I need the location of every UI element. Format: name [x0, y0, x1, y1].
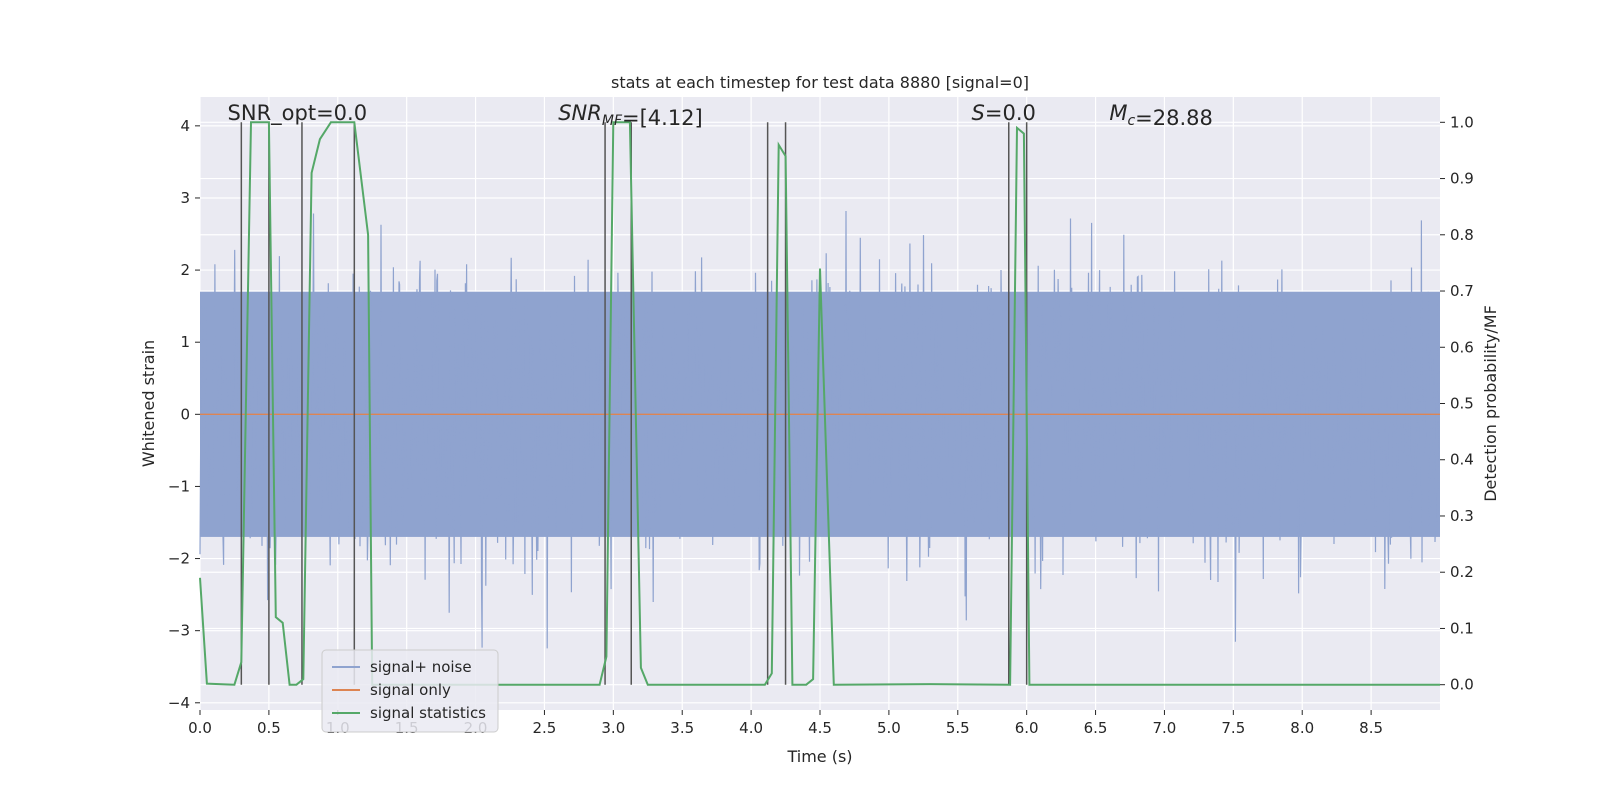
y2-tick-label: 0.1 [1450, 619, 1474, 637]
x-tick-label: 6.5 [1084, 719, 1108, 737]
legend-box [321, 649, 499, 733]
y2-axis-label: Detection probability/MF [1481, 305, 1500, 502]
x-tick-label: 3.5 [670, 719, 694, 737]
annotation-part: SNR_opt=0.0 [228, 101, 368, 126]
annotation-part: MF [602, 113, 623, 129]
x-tick-label: 7.5 [1221, 719, 1245, 737]
annotations: SNR_opt=0.0 SNRMF=[4.12] S=0.0 Mc=28.88 [228, 101, 1213, 130]
annotation-snr-mf: SNRMF=[4.12] [558, 101, 703, 130]
y2-tick-label: 0.6 [1450, 338, 1474, 356]
y-tick-label: 0 [180, 405, 190, 423]
annotation-part: c [1127, 113, 1135, 129]
x-tick-label: 5.5 [946, 719, 970, 737]
y2-tick-label: 0.0 [1450, 676, 1474, 694]
x-tick-label: 4.5 [808, 719, 832, 737]
y-tick-label: −2 [168, 550, 190, 568]
y2-tick-label: 0.2 [1450, 563, 1474, 581]
y-axis-label: Whitened strain [139, 340, 158, 467]
x-tick-label: 0.0 [188, 719, 212, 737]
annotation-part: SNR [558, 101, 602, 125]
x-tick-label: 7.0 [1153, 719, 1177, 737]
annotation-snr-opt: SNR_opt=0.0 [228, 101, 368, 126]
noise-trace [199, 210, 1440, 649]
y2-tick-label: 0.9 [1450, 170, 1474, 188]
x-axis-label: Time (s) [786, 747, 852, 766]
legend-label: signal+ noise [370, 658, 472, 676]
x-tick-label: 6.0 [1015, 719, 1039, 737]
x-tick-label: 8.0 [1290, 719, 1314, 737]
y-tick-label: 1 [180, 333, 190, 351]
annotation-part: S [972, 101, 985, 125]
x-tick-label: 4.0 [739, 719, 763, 737]
annotation-part: M [1109, 101, 1127, 125]
x-tick-label: 5.0 [877, 719, 901, 737]
y-tick-label: −1 [168, 477, 190, 495]
annotation-part: =0.0 [985, 101, 1036, 125]
x-tick-label: 0.5 [257, 719, 281, 737]
y2-tick-label: 0.4 [1450, 451, 1474, 469]
y-tick-label: −3 [168, 622, 190, 640]
y-tick-label: 2 [180, 261, 190, 279]
y-tick-label: 3 [180, 189, 190, 207]
y-tick-label: −4 [168, 694, 190, 712]
annotation-part: =[4.12] [622, 106, 703, 130]
annotation-s-value: S=0.0 [972, 101, 1036, 125]
signal-statistics-series [199, 121, 1440, 686]
x-tick-label: 3.0 [601, 719, 625, 737]
signal-statistics-line [199, 121, 1440, 686]
y2-tick-label: 0.8 [1450, 226, 1474, 244]
x-tick-label: 8.5 [1359, 719, 1383, 737]
y2-tick-label: 0.3 [1450, 507, 1474, 525]
axes: 0.00.51.01.52.02.53.03.54.04.55.05.56.06… [168, 113, 1474, 737]
chart-title: stats at each timestep for test data 888… [611, 73, 1029, 92]
legend-label: signal statistics [370, 704, 486, 722]
legend[interactable]: signal+ noise signal only signal statistic… [321, 649, 499, 733]
y2-tick-label: 1.0 [1450, 113, 1474, 131]
annotation-part: =28.88 [1135, 106, 1213, 130]
y2-tick-label: 0.5 [1450, 395, 1474, 413]
y2-tick-label: 0.7 [1450, 282, 1474, 300]
annotation-chirp-mass: Mc=28.88 [1109, 101, 1213, 130]
x-tick-label: 2.5 [533, 719, 557, 737]
legend-label: signal only [370, 681, 451, 699]
y-tick-label: 4 [180, 117, 190, 135]
